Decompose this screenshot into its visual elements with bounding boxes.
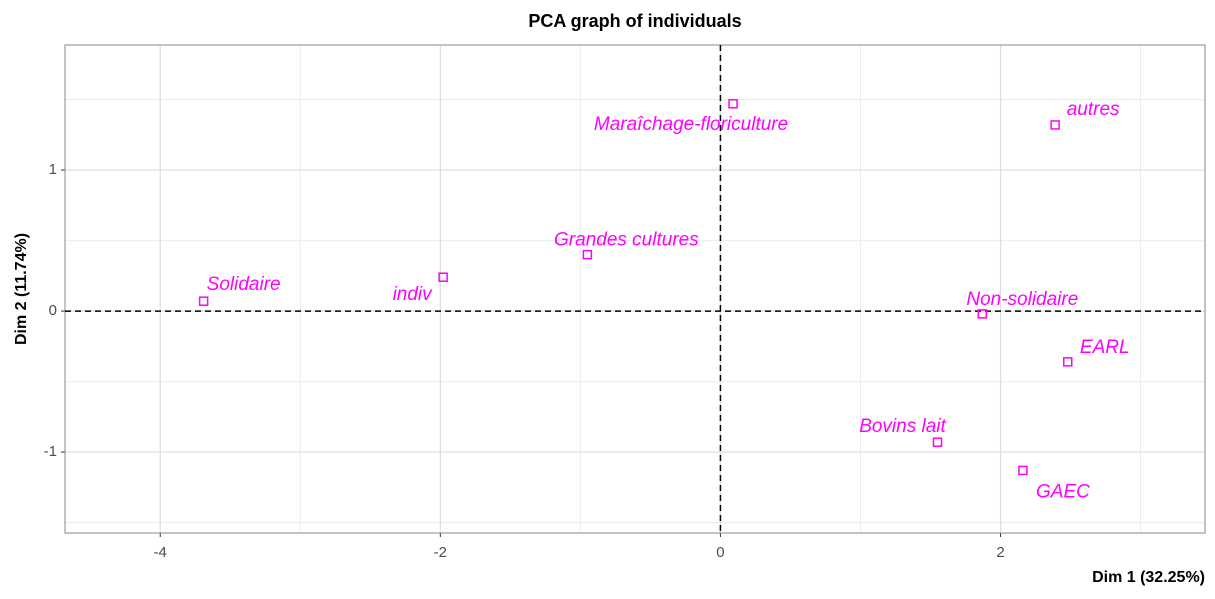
point-label: Grandes cultures [554,230,699,251]
point-label: Solidaire [207,274,281,295]
panel-border [64,44,1206,534]
y-tick-label: 1 [49,161,57,178]
point-label: GAEC [1036,481,1090,502]
point [198,296,209,306]
point-label: Non-solidaire [966,289,1078,310]
x-axis-label: Dim 1 (32.25%) [1092,569,1205,586]
x-tick-label: 0 [716,544,724,561]
point [438,272,448,282]
x-tick-label: -4 [154,544,167,561]
point [1018,465,1028,476]
point-label: autres [1067,99,1120,120]
point [1063,357,1073,367]
point [1050,120,1060,130]
point-label: Maraîchage-floriculture [594,114,788,135]
point-label: Bovins lait [859,416,946,437]
point [582,249,593,260]
y-axis-label: Dim 2 (11.74%) [13,233,30,345]
point [728,99,738,109]
chart-title: PCA graph of individuals [528,11,741,31]
point-label: EARL [1080,337,1130,358]
y-tick-label: 0 [49,302,57,319]
x-tick-label: 2 [996,544,1004,561]
point-label: indiv [393,284,434,305]
y-tick-label: -1 [44,443,57,460]
point [932,437,943,447]
point [977,309,988,319]
x-tick-label: -2 [434,544,447,561]
